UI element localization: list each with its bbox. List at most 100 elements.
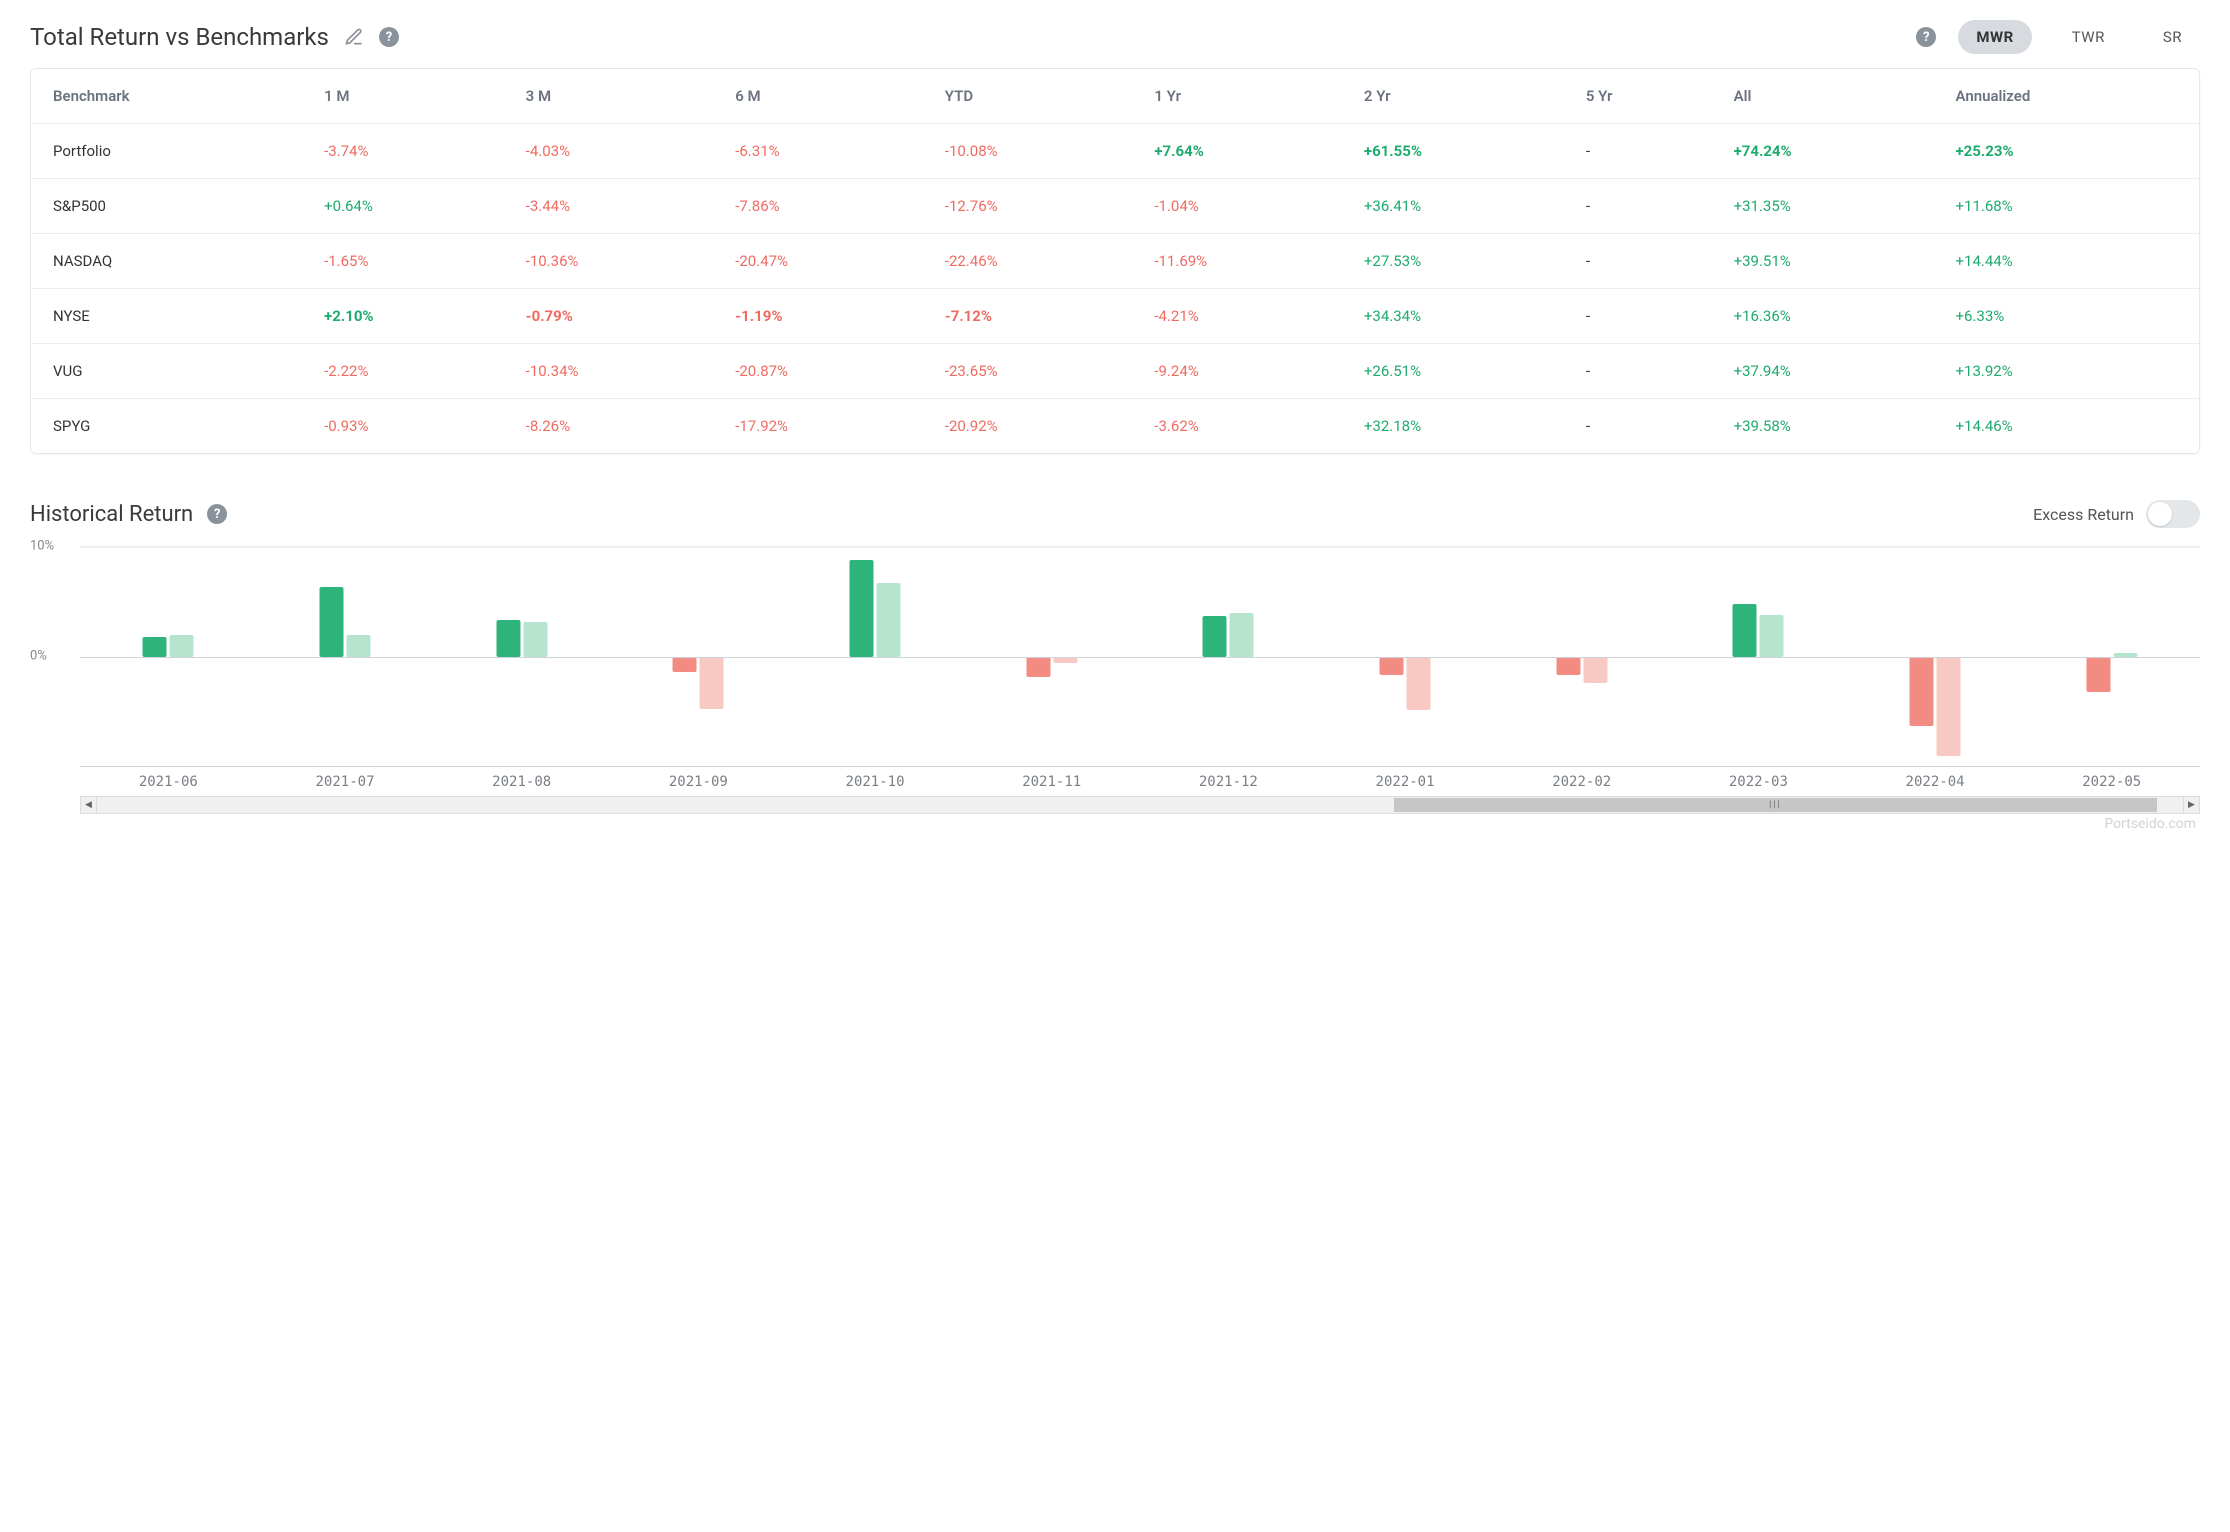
column-header[interactable]: 6 M: [717, 69, 927, 124]
column-header[interactable]: YTD: [927, 69, 1137, 124]
metric-cell: +0.64%: [306, 179, 508, 234]
metric-cell: +13.92%: [1938, 344, 2200, 399]
bar[interactable]: [1380, 657, 1404, 675]
metric-cell: +27.53%: [1346, 234, 1568, 289]
metric-cell: -17.92%: [717, 399, 927, 454]
y-tick-label: 0%: [30, 649, 47, 664]
metric-cell: +61.55%: [1346, 124, 1568, 179]
bar[interactable]: [850, 560, 874, 657]
bar[interactable]: [320, 587, 344, 657]
tab-sr[interactable]: SR: [2145, 20, 2200, 54]
scroll-left-icon[interactable]: ◀: [81, 797, 97, 813]
metric-cell: -20.92%: [927, 399, 1137, 454]
column-header[interactable]: 2 Yr: [1346, 69, 1568, 124]
excess-return-toggle-wrap: Excess Return: [2033, 500, 2200, 528]
edit-icon[interactable]: [343, 26, 365, 48]
toggle-label: Excess Return: [2033, 505, 2134, 524]
metric-cell: +39.58%: [1716, 399, 1938, 454]
metric-cell: -: [1568, 289, 1716, 344]
scroll-thumb[interactable]: |||: [1394, 798, 2156, 812]
metric-cell: +26.51%: [1346, 344, 1568, 399]
x-tick-label: 2021-10: [787, 766, 964, 790]
x-tick-label: 2022-01: [1317, 766, 1494, 790]
column-header[interactable]: 3 M: [508, 69, 718, 124]
bar[interactable]: [1026, 657, 1050, 677]
bar[interactable]: [1910, 657, 1934, 726]
bar[interactable]: [347, 635, 371, 657]
metric-cell: -1.04%: [1136, 179, 1346, 234]
table-row: NASDAQ-1.65%-10.36%-20.47%-22.46%-11.69%…: [31, 234, 2199, 289]
bar[interactable]: [700, 657, 724, 709]
metric-cell: -3.62%: [1136, 399, 1346, 454]
column-header[interactable]: 5 Yr: [1568, 69, 1716, 124]
bar[interactable]: [1230, 613, 1254, 657]
bar[interactable]: [877, 583, 901, 657]
metric-cell: -3.74%: [306, 124, 508, 179]
table-row: SPYG-0.93%-8.26%-17.92%-20.92%-3.62%+32.…: [31, 399, 2199, 454]
bar[interactable]: [2086, 657, 2110, 692]
bar[interactable]: [496, 620, 520, 657]
chart-scrollbar[interactable]: ◀ ||| ▶: [80, 796, 2200, 814]
bar[interactable]: [1937, 657, 1961, 756]
metric-cell: -22.46%: [927, 234, 1137, 289]
column-header[interactable]: Benchmark: [31, 69, 306, 124]
tab-mwr[interactable]: MWR: [1958, 20, 2031, 54]
bar[interactable]: [1583, 657, 1607, 683]
bar[interactable]: [1407, 657, 1431, 710]
metric-cell: +14.44%: [1938, 234, 2200, 289]
bar[interactable]: [143, 637, 167, 657]
scroll-right-icon[interactable]: ▶: [2183, 797, 2199, 813]
benchmark-name: NASDAQ: [31, 234, 306, 289]
benchmark-name: NYSE: [31, 289, 306, 344]
bar[interactable]: [523, 622, 547, 657]
metric-cell: -: [1568, 179, 1716, 234]
column-header[interactable]: 1 M: [306, 69, 508, 124]
metric-cell: +36.41%: [1346, 179, 1568, 234]
metric-cell: +34.34%: [1346, 289, 1568, 344]
benchmark-name: SPYG: [31, 399, 306, 454]
metric-cell: -1.65%: [306, 234, 508, 289]
metric-cell: -10.34%: [508, 344, 718, 399]
metric-cell: -12.76%: [927, 179, 1137, 234]
x-tick-label: 2021-08: [433, 766, 610, 790]
x-tick-label: 2021-11: [963, 766, 1140, 790]
historical-title-group: Historical Return ?: [30, 502, 227, 527]
column-header[interactable]: 1 Yr: [1136, 69, 1346, 124]
excess-return-toggle[interactable]: [2146, 500, 2200, 528]
zero-line: [80, 657, 2200, 658]
help-icon[interactable]: ?: [1916, 27, 1936, 47]
page-title: Total Return vs Benchmarks: [30, 23, 329, 51]
benchmarks-title-group: Total Return vs Benchmarks ?: [30, 23, 399, 51]
metric-cell: +14.46%: [1938, 399, 2200, 454]
metric-cell: +25.23%: [1938, 124, 2200, 179]
help-icon[interactable]: ?: [207, 504, 227, 524]
toggle-knob: [2148, 502, 2172, 526]
bar[interactable]: [1733, 604, 1757, 657]
chart-plot-area: [80, 546, 2200, 766]
metric-cell: +2.10%: [306, 289, 508, 344]
bar[interactable]: [1760, 615, 1784, 657]
metric-cell: -20.47%: [717, 234, 927, 289]
column-header[interactable]: Annualized: [1938, 69, 2200, 124]
metric-cell: -10.08%: [927, 124, 1137, 179]
bar[interactable]: [1203, 616, 1227, 657]
bar[interactable]: [673, 657, 697, 672]
table-header-row: Benchmark1 M3 M6 MYTD1 Yr2 Yr5 YrAllAnnu…: [31, 69, 2199, 124]
return-type-tabs: MWR TWR SR: [1958, 20, 2200, 54]
x-tick-label: 2022-02: [1493, 766, 1670, 790]
metric-cell: -: [1568, 124, 1716, 179]
tab-twr[interactable]: TWR: [2054, 20, 2123, 54]
x-tick-label: 2021-07: [257, 766, 434, 790]
column-header[interactable]: All: [1716, 69, 1938, 124]
benchmarks-card: Benchmark1 M3 M6 MYTD1 Yr2 Yr5 YrAllAnnu…: [30, 68, 2200, 454]
x-tick-label: 2022-03: [1670, 766, 1847, 790]
bar[interactable]: [170, 635, 194, 657]
metric-cell: +6.33%: [1938, 289, 2200, 344]
help-icon[interactable]: ?: [379, 27, 399, 47]
metric-cell: -10.36%: [508, 234, 718, 289]
table-row: Portfolio-3.74%-4.03%-6.31%-10.08%+7.64%…: [31, 124, 2199, 179]
table-row: VUG-2.22%-10.34%-20.87%-23.65%-9.24%+26.…: [31, 344, 2199, 399]
metric-cell: -20.87%: [717, 344, 927, 399]
benchmarks-controls: ? MWR TWR SR: [1916, 20, 2200, 54]
bar[interactable]: [1556, 657, 1580, 675]
